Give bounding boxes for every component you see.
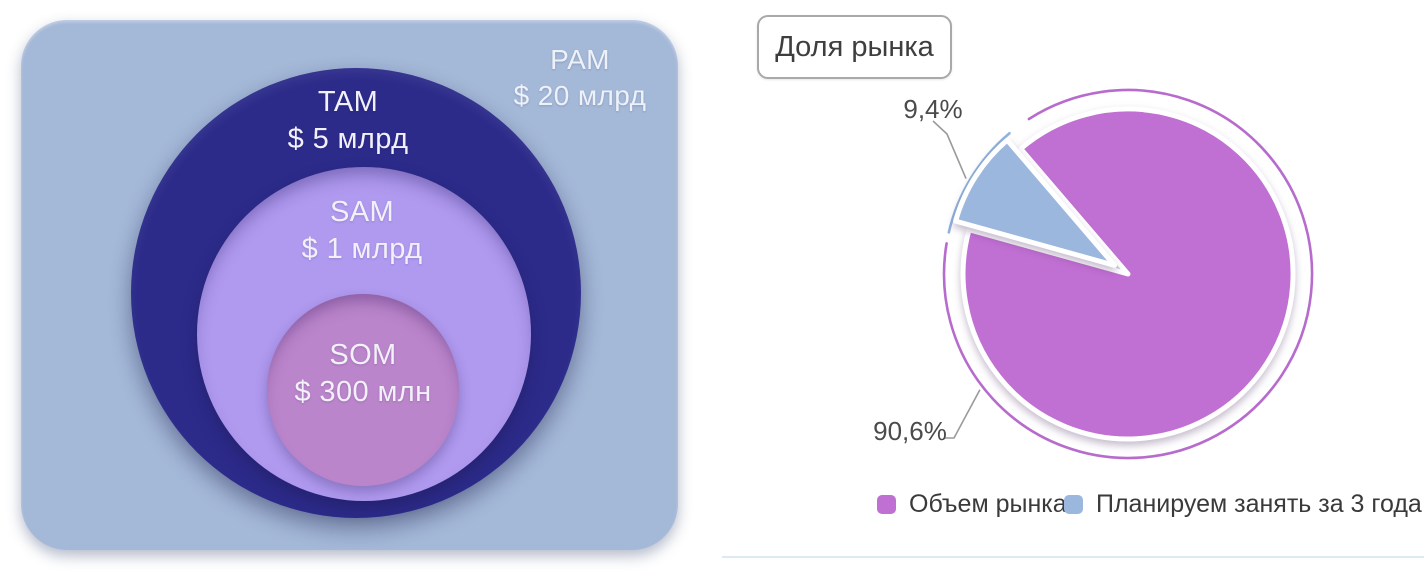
callout-line-planned-share [932,120,967,179]
percent-label-planned-share: 9,4% [903,94,963,124]
callout-line-market-volume [944,389,981,439]
legend-label-market-volume: Объем рынка [909,489,1067,518]
pie-chart [932,88,1314,460]
ring-arc-planned-share [947,131,1011,234]
pie-slice-planned-share [953,137,1117,268]
som-title: SOM [329,339,397,371]
pam-label: PAM $ 20 млрд [490,42,670,114]
legend-item-market-volume: Объем рынка [877,489,1067,518]
sam-value: $ 1 млрд [301,233,423,265]
pam-title: PAM [550,44,610,75]
legend: Объем рынка Планируем занять за 3 года [700,489,1428,518]
som-value: $ 300 млн [294,376,432,408]
chart-title: Доля рынка [775,30,934,63]
market-sizing-diagram: PAM $ 20 млрд TAM $ 5 млрд SAM $ 1 млрд … [0,0,700,578]
legend-swatch-market-volume [877,494,896,514]
ring-arc-market-volume [942,88,1314,460]
legend-item-planned-share: Планируем занять за 3 года [1064,489,1422,518]
pie-slice-market-volume [960,106,1296,442]
legend-swatch-planned-share [1064,494,1083,514]
chart-title-chip: Доля рынка [757,15,952,79]
sam-title: SAM [329,196,395,228]
tam-label: TAM $ 5 млрд [248,84,448,158]
pam-value: $ 20 млрд [513,80,647,111]
market-share-panel: Доля рынка 9,4% 90,6% Объем рынка Планир… [700,0,1428,578]
som-circle [267,294,459,486]
legend-label-planned-share: Планируем занять за 3 года [1096,489,1422,518]
sam-label: SAM $ 1 млрд [262,194,462,268]
percent-label-market-volume: 90,6% [873,416,947,446]
bottom-divider [722,556,1424,558]
som-label: SOM $ 300 млн [263,337,463,411]
tam-title: TAM [317,86,379,118]
tam-value: $ 5 млрд [287,123,409,155]
